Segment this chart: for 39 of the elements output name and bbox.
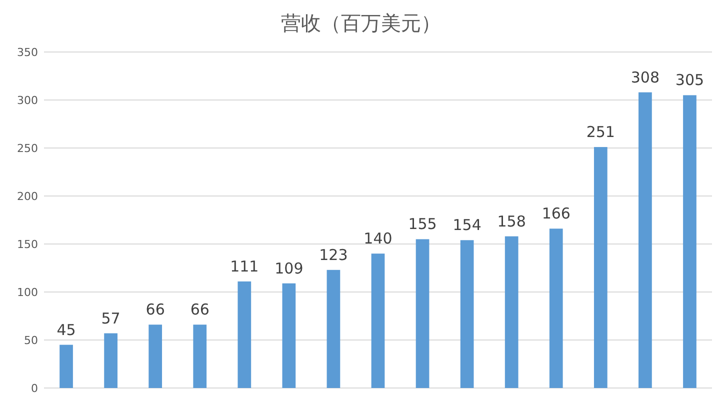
bar xyxy=(282,283,296,388)
y-tick-label: 150 xyxy=(17,238,38,251)
bar xyxy=(638,92,652,388)
bar xyxy=(549,228,563,388)
bar xyxy=(594,147,608,388)
data-label: 123 xyxy=(319,246,348,264)
data-label: 66 xyxy=(190,300,210,319)
bar xyxy=(683,95,696,388)
data-label: 111 xyxy=(230,257,259,276)
bar xyxy=(60,344,73,388)
data-label: 66 xyxy=(146,300,165,319)
data-label: 158 xyxy=(497,212,526,230)
data-label: 305 xyxy=(675,71,704,90)
data-label: 155 xyxy=(408,215,437,234)
bar xyxy=(504,236,518,388)
y-tick-label: 100 xyxy=(17,286,38,299)
y-tick-label: 250 xyxy=(17,142,38,155)
bar xyxy=(326,270,340,388)
bar xyxy=(460,240,474,388)
data-label: 154 xyxy=(452,216,482,234)
y-tick-label: 0 xyxy=(31,382,38,395)
data-label: 45 xyxy=(56,320,76,339)
bar xyxy=(371,254,385,388)
chart-title: 营收（百万美元） xyxy=(281,11,441,35)
bar xyxy=(416,239,430,388)
data-label: 166 xyxy=(542,204,570,223)
data-label: 140 xyxy=(364,230,392,248)
bar xyxy=(238,281,252,388)
data-label: 57 xyxy=(101,309,120,328)
data-label: 308 xyxy=(630,68,660,86)
data-label: 251 xyxy=(586,123,615,142)
y-tick-label: 300 xyxy=(17,94,38,107)
y-tick-label: 50 xyxy=(24,334,38,347)
data-label: 109 xyxy=(274,259,304,278)
bar xyxy=(193,324,207,388)
bar xyxy=(104,333,118,388)
bar xyxy=(148,324,162,388)
y-tick-label: 200 xyxy=(17,190,38,203)
y-tick-label: 350 xyxy=(17,46,38,59)
